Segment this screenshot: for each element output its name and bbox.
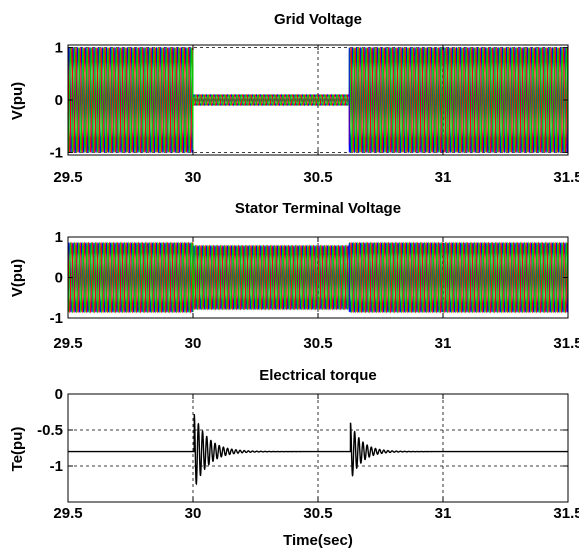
plot-content [68,45,568,155]
chart-title: Stator Terminal Voltage [235,200,401,217]
x-axis-label: Time(sec) [283,532,353,549]
chart-title: Grid Voltage [274,11,362,28]
x-tick-label: 31 [435,169,452,186]
plot-content [68,394,568,502]
y-tick-label: -1 [50,144,63,161]
grid-voltage-panel: 29.5 30 30.5 31 31.5 1 0 -1 Grid Voltage V(pu) [9,11,579,186]
x-tick-label: 31.5 [553,505,579,522]
x-tick-label: 30 [185,169,202,186]
x-tick-label: 29.5 [53,335,82,352]
x-tick-label: 31 [435,335,452,352]
phase-3-trace [68,241,568,314]
y-tick-label: 0 [55,386,63,403]
y-tick-label: -0.5 [37,422,63,439]
torque-trace [68,414,568,486]
x-tick-label: 31.5 [553,335,579,352]
chart-title: Electrical torque [259,367,377,384]
y-axis-label: Te(pu) [9,427,26,472]
phase-1-trace [68,47,568,153]
y-tick-label: -1 [50,458,63,475]
y-axis-label: V(pu) [9,82,26,120]
y-tick-label: 1 [55,40,63,57]
y-axis-label: V(pu) [9,259,26,297]
phase-2-trace [68,47,568,153]
x-tick-label: 30 [185,335,202,352]
phase-3-trace [68,47,568,153]
x-tick-label: 31.5 [553,169,579,186]
x-tick-label: 31 [435,505,452,522]
y-tick-label: -1 [50,310,63,327]
y-tick-label: 1 [55,229,63,246]
y-tick-label: 0 [55,270,63,287]
electrical-torque-panel: 29.5 30 30.5 31 31.5 0 -0.5 -1 Electrical torque… [9,367,579,549]
x-tick-label: 30.5 [303,169,332,186]
x-tick-label: 29.5 [53,169,82,186]
x-tick-label: 29.5 [53,505,82,522]
x-tick-label: 30.5 [303,335,332,352]
phase-1-trace [68,242,568,313]
x-tick-label: 30 [185,505,202,522]
plot-content [68,237,568,318]
x-tick-label: 30.5 [303,505,332,522]
stator-terminal-voltage-panel: 29.5 30 30.5 31 31.5 1 0 -1 Stator Terminal Volt… [9,200,579,352]
y-tick-label: 0 [55,92,63,109]
phase-2-trace [68,241,568,314]
